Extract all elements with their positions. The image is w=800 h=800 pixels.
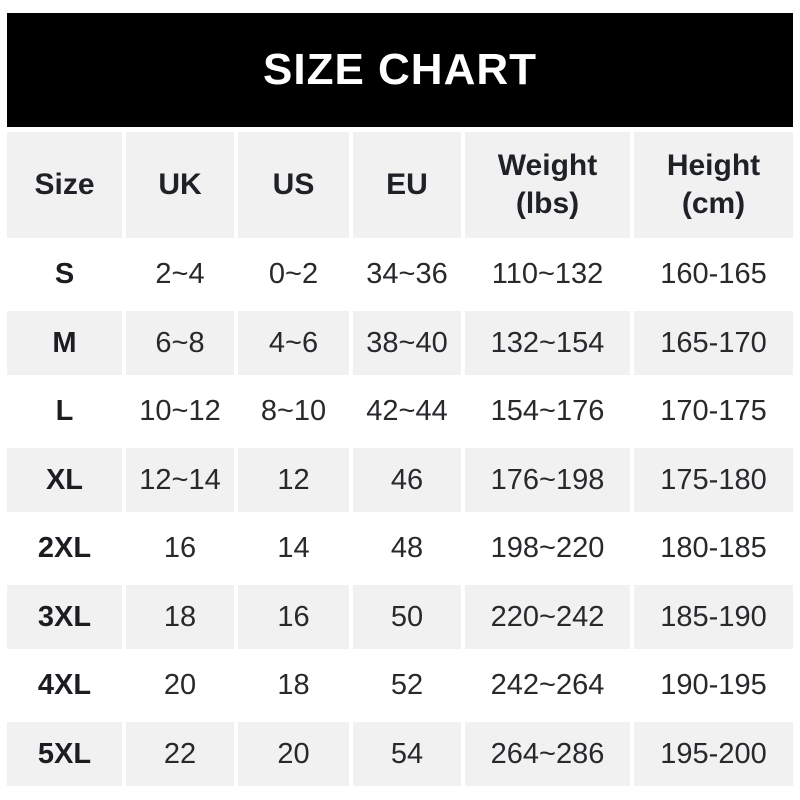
cell-eu: 50: [353, 584, 461, 649]
column-header-uk: UK: [126, 132, 234, 238]
cell-uk: 20: [163, 669, 197, 702]
cell-height: 175-180: [634, 447, 793, 512]
cell-weight: 220~242: [465, 584, 630, 649]
cell-size: 2XL: [37, 532, 92, 565]
column-header-eu: EU: [353, 132, 461, 238]
column-header-us: US: [238, 132, 349, 238]
cell-uk: 22: [126, 721, 234, 786]
cell-size: XL: [7, 447, 122, 512]
cell-size: S: [54, 258, 75, 291]
cell-weight: 176~198: [465, 447, 630, 512]
size-chart-title: SIZE CHART: [263, 45, 537, 94]
column-header-height: Height (cm): [634, 132, 793, 238]
column-header-weight: Weight (lbs): [465, 132, 630, 238]
cell-weight: 154~176: [490, 395, 605, 428]
cell-height: 185-190: [634, 584, 793, 649]
cell-height: 195-200: [634, 721, 793, 786]
cell-size: 4XL: [37, 669, 92, 702]
cell-us: 8~10: [260, 395, 327, 428]
cell-weight: 132~154: [465, 310, 630, 375]
column-header-label: Size: [34, 168, 95, 201]
cell-us: 0~2: [268, 258, 319, 291]
column-header-label: UK: [158, 168, 202, 201]
cell-size: L: [55, 395, 74, 428]
column-header-label: EU: [386, 168, 428, 201]
cell-weight: 264~286: [465, 721, 630, 786]
cell-uk: 6~8: [126, 310, 234, 375]
cell-us: 12: [238, 447, 349, 512]
column-header-sublabel: (lbs): [515, 187, 580, 220]
cell-eu: 34~36: [366, 258, 448, 291]
cell-eu: 42~44: [366, 395, 448, 428]
column-header-label: US: [272, 168, 315, 201]
cell-weight: 198~220: [490, 532, 605, 565]
cell-height: 165-170: [634, 310, 793, 375]
cell-height: 190-195: [660, 669, 767, 702]
size-chart-banner: SIZE CHART: [7, 13, 793, 127]
cell-weight: 242~264: [490, 669, 605, 702]
cell-height: 180-185: [660, 532, 767, 565]
cell-eu: 48: [390, 532, 424, 565]
cell-uk: 18: [126, 584, 234, 649]
cell-height: 160-165: [660, 258, 767, 291]
cell-eu: 52: [390, 669, 424, 702]
cell-height: 170-175: [660, 395, 767, 428]
cell-us: 18: [277, 669, 310, 702]
cell-eu: 38~40: [353, 310, 461, 375]
column-header-sublabel: (cm): [681, 187, 746, 220]
cell-us: 16: [238, 584, 349, 649]
size-chart-table: Size UK US EU Weight (lbs) Height (cm): [7, 132, 793, 786]
cell-size: 3XL: [7, 584, 122, 649]
cell-size: 5XL: [7, 721, 122, 786]
cell-uk: 2~4: [155, 258, 205, 291]
cell-uk: 12~14: [126, 447, 234, 512]
cell-us: 14: [277, 532, 310, 565]
cell-us: 4~6: [238, 310, 349, 375]
column-header-label: Height: [666, 149, 761, 182]
cell-us: 20: [238, 721, 349, 786]
cell-uk: 16: [163, 532, 197, 565]
cell-eu: 54: [353, 721, 461, 786]
column-header-label: Weight: [497, 149, 598, 182]
cell-weight: 110~132: [491, 258, 604, 291]
cell-size: M: [7, 310, 122, 375]
column-header-size: Size: [7, 132, 122, 238]
cell-eu: 46: [353, 447, 461, 512]
cell-uk: 10~12: [139, 395, 221, 428]
